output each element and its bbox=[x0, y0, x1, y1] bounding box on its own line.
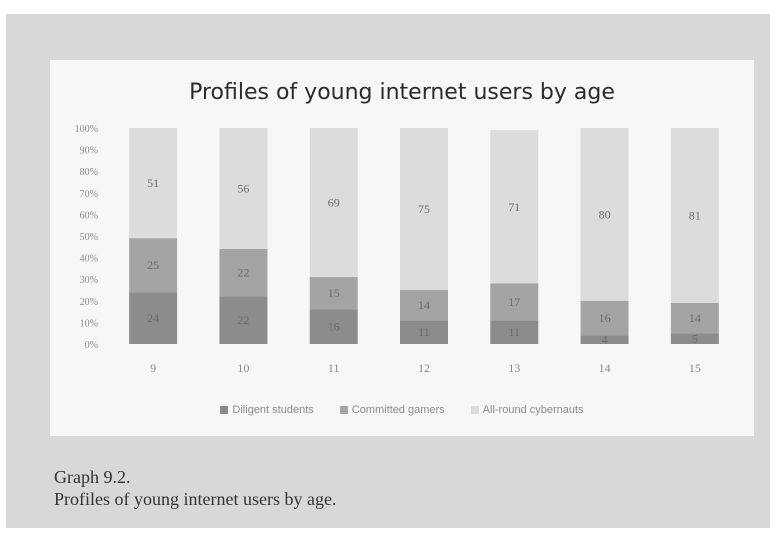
chart-title: Profiles of young internet users by age bbox=[189, 80, 615, 105]
bar-segment bbox=[129, 238, 178, 293]
y-tick-label: 100% bbox=[75, 124, 98, 135]
bar-segment bbox=[580, 300, 629, 336]
scanned-page: Profiles of young internet users by age … bbox=[6, 14, 770, 528]
legend-swatch bbox=[470, 406, 479, 414]
data-label: 24 bbox=[147, 311, 159, 325]
data-label: 17 bbox=[508, 295, 520, 309]
data-label: 14 bbox=[689, 311, 701, 325]
bar-segment bbox=[580, 128, 629, 301]
y-tick-label: 40% bbox=[80, 254, 98, 265]
y-tick-label: 10% bbox=[80, 318, 98, 329]
y-tick-label: 70% bbox=[80, 189, 98, 200]
x-tick-label: 10 bbox=[237, 361, 249, 375]
bar-segment bbox=[490, 283, 539, 321]
x-tick-label: 15 bbox=[689, 361, 701, 375]
y-tick-label: 50% bbox=[80, 232, 98, 243]
data-label: 16 bbox=[599, 311, 611, 325]
y-tick-label: 30% bbox=[80, 275, 98, 286]
y-tick-label: 60% bbox=[80, 210, 98, 221]
x-tick-label: 11 bbox=[328, 361, 340, 375]
legend-item: All-round cybernauts bbox=[470, 404, 584, 416]
legend-swatch bbox=[220, 406, 229, 414]
data-label: 11 bbox=[509, 325, 521, 339]
data-label: 51 bbox=[147, 176, 159, 190]
y-tick-label: 90% bbox=[80, 146, 98, 157]
legend-label: All-round cybernauts bbox=[482, 404, 584, 416]
bar-segment bbox=[309, 309, 358, 344]
bar-segment bbox=[670, 333, 719, 344]
y-tick-label: 20% bbox=[80, 297, 98, 308]
legend-item: Committed gamers bbox=[339, 404, 445, 416]
data-label: 14 bbox=[418, 298, 430, 312]
bar-segment bbox=[490, 130, 539, 284]
data-label: 71 bbox=[508, 200, 520, 214]
data-label: 81 bbox=[689, 208, 701, 222]
data-label: 25 bbox=[147, 258, 159, 272]
bar-segment bbox=[400, 290, 448, 321]
bar-segment bbox=[129, 292, 178, 344]
bar-segment bbox=[219, 296, 268, 344]
data-label: 80 bbox=[599, 207, 611, 221]
legend-item: Diligent students bbox=[220, 404, 314, 416]
legend-label: Committed gamers bbox=[351, 404, 445, 416]
figure-caption: Graph 9.2. Profiles of young internet us… bbox=[54, 466, 336, 510]
bar-segment bbox=[670, 302, 719, 334]
caption-text: Profiles of young internet users by age. bbox=[54, 489, 337, 509]
bar-segment bbox=[219, 248, 268, 297]
bar-segment bbox=[490, 320, 539, 344]
bar-segment bbox=[129, 128, 178, 239]
stacked-bar-chart: 0% 10% 20% 30% 40% 50% 60% 70% 80% 90% 100% 24 25 51 9… bbox=[75, 124, 719, 375]
data-label: 11 bbox=[418, 325, 430, 339]
data-label: 5 bbox=[692, 332, 698, 346]
chart-legend: Diligent students Committed gamers All-rou… bbox=[50, 404, 754, 416]
x-tick-label: 9 bbox=[150, 361, 156, 375]
legend-swatch bbox=[339, 406, 348, 414]
x-tick-label: 13 bbox=[508, 361, 520, 375]
x-tick-label: 12 bbox=[418, 361, 430, 375]
bar-segment bbox=[400, 320, 448, 344]
bar-segment bbox=[309, 128, 358, 278]
bar-segment bbox=[219, 128, 268, 249]
data-label: 4 bbox=[602, 333, 608, 347]
bar-segment bbox=[309, 277, 358, 310]
bar-segment bbox=[670, 128, 719, 303]
y-tick-label: 0% bbox=[85, 340, 98, 351]
data-label: 22 bbox=[237, 313, 249, 327]
x-tick-label: 14 bbox=[599, 361, 611, 375]
legend-label: Diligent students bbox=[232, 404, 314, 416]
chart-card: Profiles of young internet users by age … bbox=[50, 60, 754, 436]
bar-segment bbox=[580, 335, 629, 344]
bar-segment bbox=[400, 128, 448, 290]
y-tick-label: 80% bbox=[80, 167, 98, 178]
data-label: 15 bbox=[328, 286, 340, 300]
caption-number: Graph 9.2. bbox=[54, 467, 131, 487]
data-label: 16 bbox=[328, 320, 340, 334]
data-label: 75 bbox=[418, 202, 430, 216]
data-label: 22 bbox=[237, 266, 249, 280]
data-label: 69 bbox=[328, 196, 340, 210]
data-label: 56 bbox=[237, 181, 249, 195]
